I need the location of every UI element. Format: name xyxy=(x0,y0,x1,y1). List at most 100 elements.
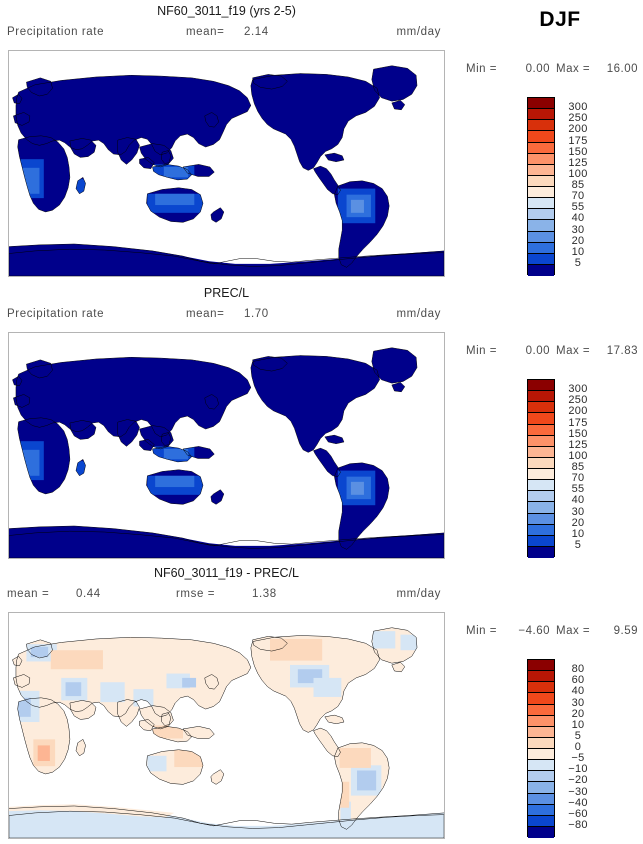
colorbar-tick-label: 125 xyxy=(568,156,588,169)
colorbar-band xyxy=(528,231,554,243)
colorbar-band xyxy=(528,502,554,514)
colorbar-tick-label: 150 xyxy=(568,145,588,158)
mean-value: 1.70 xyxy=(244,308,269,320)
mean-label: mean = xyxy=(7,588,50,600)
colorbar-tick-label: −80 xyxy=(568,818,588,831)
colorbar-tick-label: −5 xyxy=(571,752,585,765)
units-label: mm/day xyxy=(396,26,441,38)
variable-label: Precipitation rate xyxy=(7,26,105,38)
colorbar-band xyxy=(528,491,554,503)
panel-obs: PREC/L Precipitation rate mean= 1.70 mm/… xyxy=(0,282,643,564)
colorbar-band xyxy=(528,220,554,232)
colorbar-tick-label: 20 xyxy=(571,707,585,720)
min-value: 0.00 xyxy=(525,63,550,75)
colorbar-tick-label: 125 xyxy=(568,438,588,451)
mean-value: 2.14 xyxy=(244,26,269,38)
colorbar-band xyxy=(528,98,554,110)
map-canvas xyxy=(9,613,444,838)
colorbar-tick-label: 175 xyxy=(568,134,588,147)
minmax-row: Min = 0.00 Max = 16.00 xyxy=(462,63,640,78)
max-value: 16.00 xyxy=(606,63,638,75)
map-frame-model xyxy=(8,50,445,277)
min-label: Min = xyxy=(466,63,497,75)
panel-stats-row: Precipitation rate mean= 1.70 mm/day xyxy=(4,308,445,324)
panel-model: NF60_3011_f19 (yrs 2-5) Precipitation ra… xyxy=(0,0,643,282)
panel-title: NF60_3011_f19 (yrs 2-5) xyxy=(157,4,296,18)
mean-value: 0.44 xyxy=(76,588,101,600)
colorbar-tick-label: 100 xyxy=(568,449,588,462)
colorbar-tick-label: −30 xyxy=(568,785,588,798)
colorbar-band xyxy=(528,760,554,772)
min-value: −4.60 xyxy=(518,625,550,637)
colorbar-strip xyxy=(527,659,555,838)
colorbar-band xyxy=(528,749,554,761)
max-label: Max = xyxy=(556,625,591,637)
panel-title: NF60_3011_f19 - PREC/L xyxy=(154,566,299,580)
min-label: Min = xyxy=(466,625,497,637)
panel-stats-row: Precipitation rate mean= 2.14 mm/day xyxy=(4,26,445,42)
colorbar-tick-label: 5 xyxy=(574,256,582,269)
variable-label: Precipitation rate xyxy=(7,308,105,320)
colorbar-tick-label: −40 xyxy=(568,796,588,809)
colorbar-band xyxy=(528,187,554,199)
colorbar-tick-label: 10 xyxy=(571,245,585,258)
map-frame-difference xyxy=(8,612,445,839)
colorbar-tick-label: 60 xyxy=(571,674,585,687)
colorbar-band xyxy=(528,671,554,683)
colorbar-tick-label: −60 xyxy=(568,807,588,820)
colorbar-band xyxy=(528,804,554,816)
world-map xyxy=(9,613,444,838)
map-canvas xyxy=(9,333,444,558)
colorbar-band xyxy=(528,660,554,672)
colorbar-band xyxy=(528,435,554,447)
colorbar-band xyxy=(528,826,554,838)
colorbar-tick-label: 30 xyxy=(571,505,585,518)
colorbar-tick-label: 20 xyxy=(571,516,585,529)
colorbar-band xyxy=(528,380,554,392)
colorbar-band xyxy=(528,771,554,783)
colorbar-band xyxy=(528,209,554,221)
world-map xyxy=(9,51,444,276)
colorbar-tick-label: 10 xyxy=(571,527,585,540)
colorbar-tick-label: 30 xyxy=(571,223,585,236)
max-label: Max = xyxy=(556,63,591,75)
mean-label: mean= xyxy=(186,26,225,38)
colorbar-band xyxy=(528,131,554,143)
colorbar-band xyxy=(528,413,554,425)
minmax-row: Min = 0.00 Max = 17.83 xyxy=(462,345,640,360)
colorbar-strip xyxy=(527,379,555,558)
colorbar-tick-label: 300 xyxy=(568,101,588,114)
max-value: 17.83 xyxy=(606,345,638,357)
colorbar-band xyxy=(528,446,554,458)
colorbar-band xyxy=(528,109,554,121)
panel-difference: NF60_3011_f19 - PREC/L mean = 0.44 rmse … xyxy=(0,562,643,844)
colorbar-band xyxy=(528,704,554,716)
colorbar-tick-label: 200 xyxy=(568,123,588,136)
min-value: 0.00 xyxy=(525,345,550,357)
colorbar-band xyxy=(528,546,554,558)
colorbar-tick-label: 250 xyxy=(568,394,588,407)
colorbar-tick-label: 30 xyxy=(571,696,585,709)
colorbar-band xyxy=(528,524,554,536)
mean-label: mean= xyxy=(186,308,225,320)
colorbar-tick-label: 0 xyxy=(574,741,582,753)
colorbar-band xyxy=(528,737,554,749)
min-label: Min = xyxy=(466,345,497,357)
world-map xyxy=(9,333,444,558)
units-label: mm/day xyxy=(396,308,441,320)
colorbar-tick-label: 5 xyxy=(574,729,582,742)
colorbar-tick-label: 150 xyxy=(568,427,588,440)
panel-title: PREC/L xyxy=(203,286,250,300)
colorbar-band xyxy=(528,164,554,176)
colorbar-tick-label: 100 xyxy=(568,167,588,180)
colorbar-tick-label: 250 xyxy=(568,112,588,125)
colorbar-band xyxy=(528,142,554,154)
colorbar-band xyxy=(528,469,554,481)
colorbar-band xyxy=(528,175,554,187)
colorbar-band xyxy=(528,815,554,827)
colorbar-band xyxy=(528,402,554,414)
colorbar-band xyxy=(528,535,554,547)
colorbar-band xyxy=(528,264,554,276)
colorbar-tick-label: 85 xyxy=(571,179,585,191)
colorbar-band xyxy=(528,424,554,436)
